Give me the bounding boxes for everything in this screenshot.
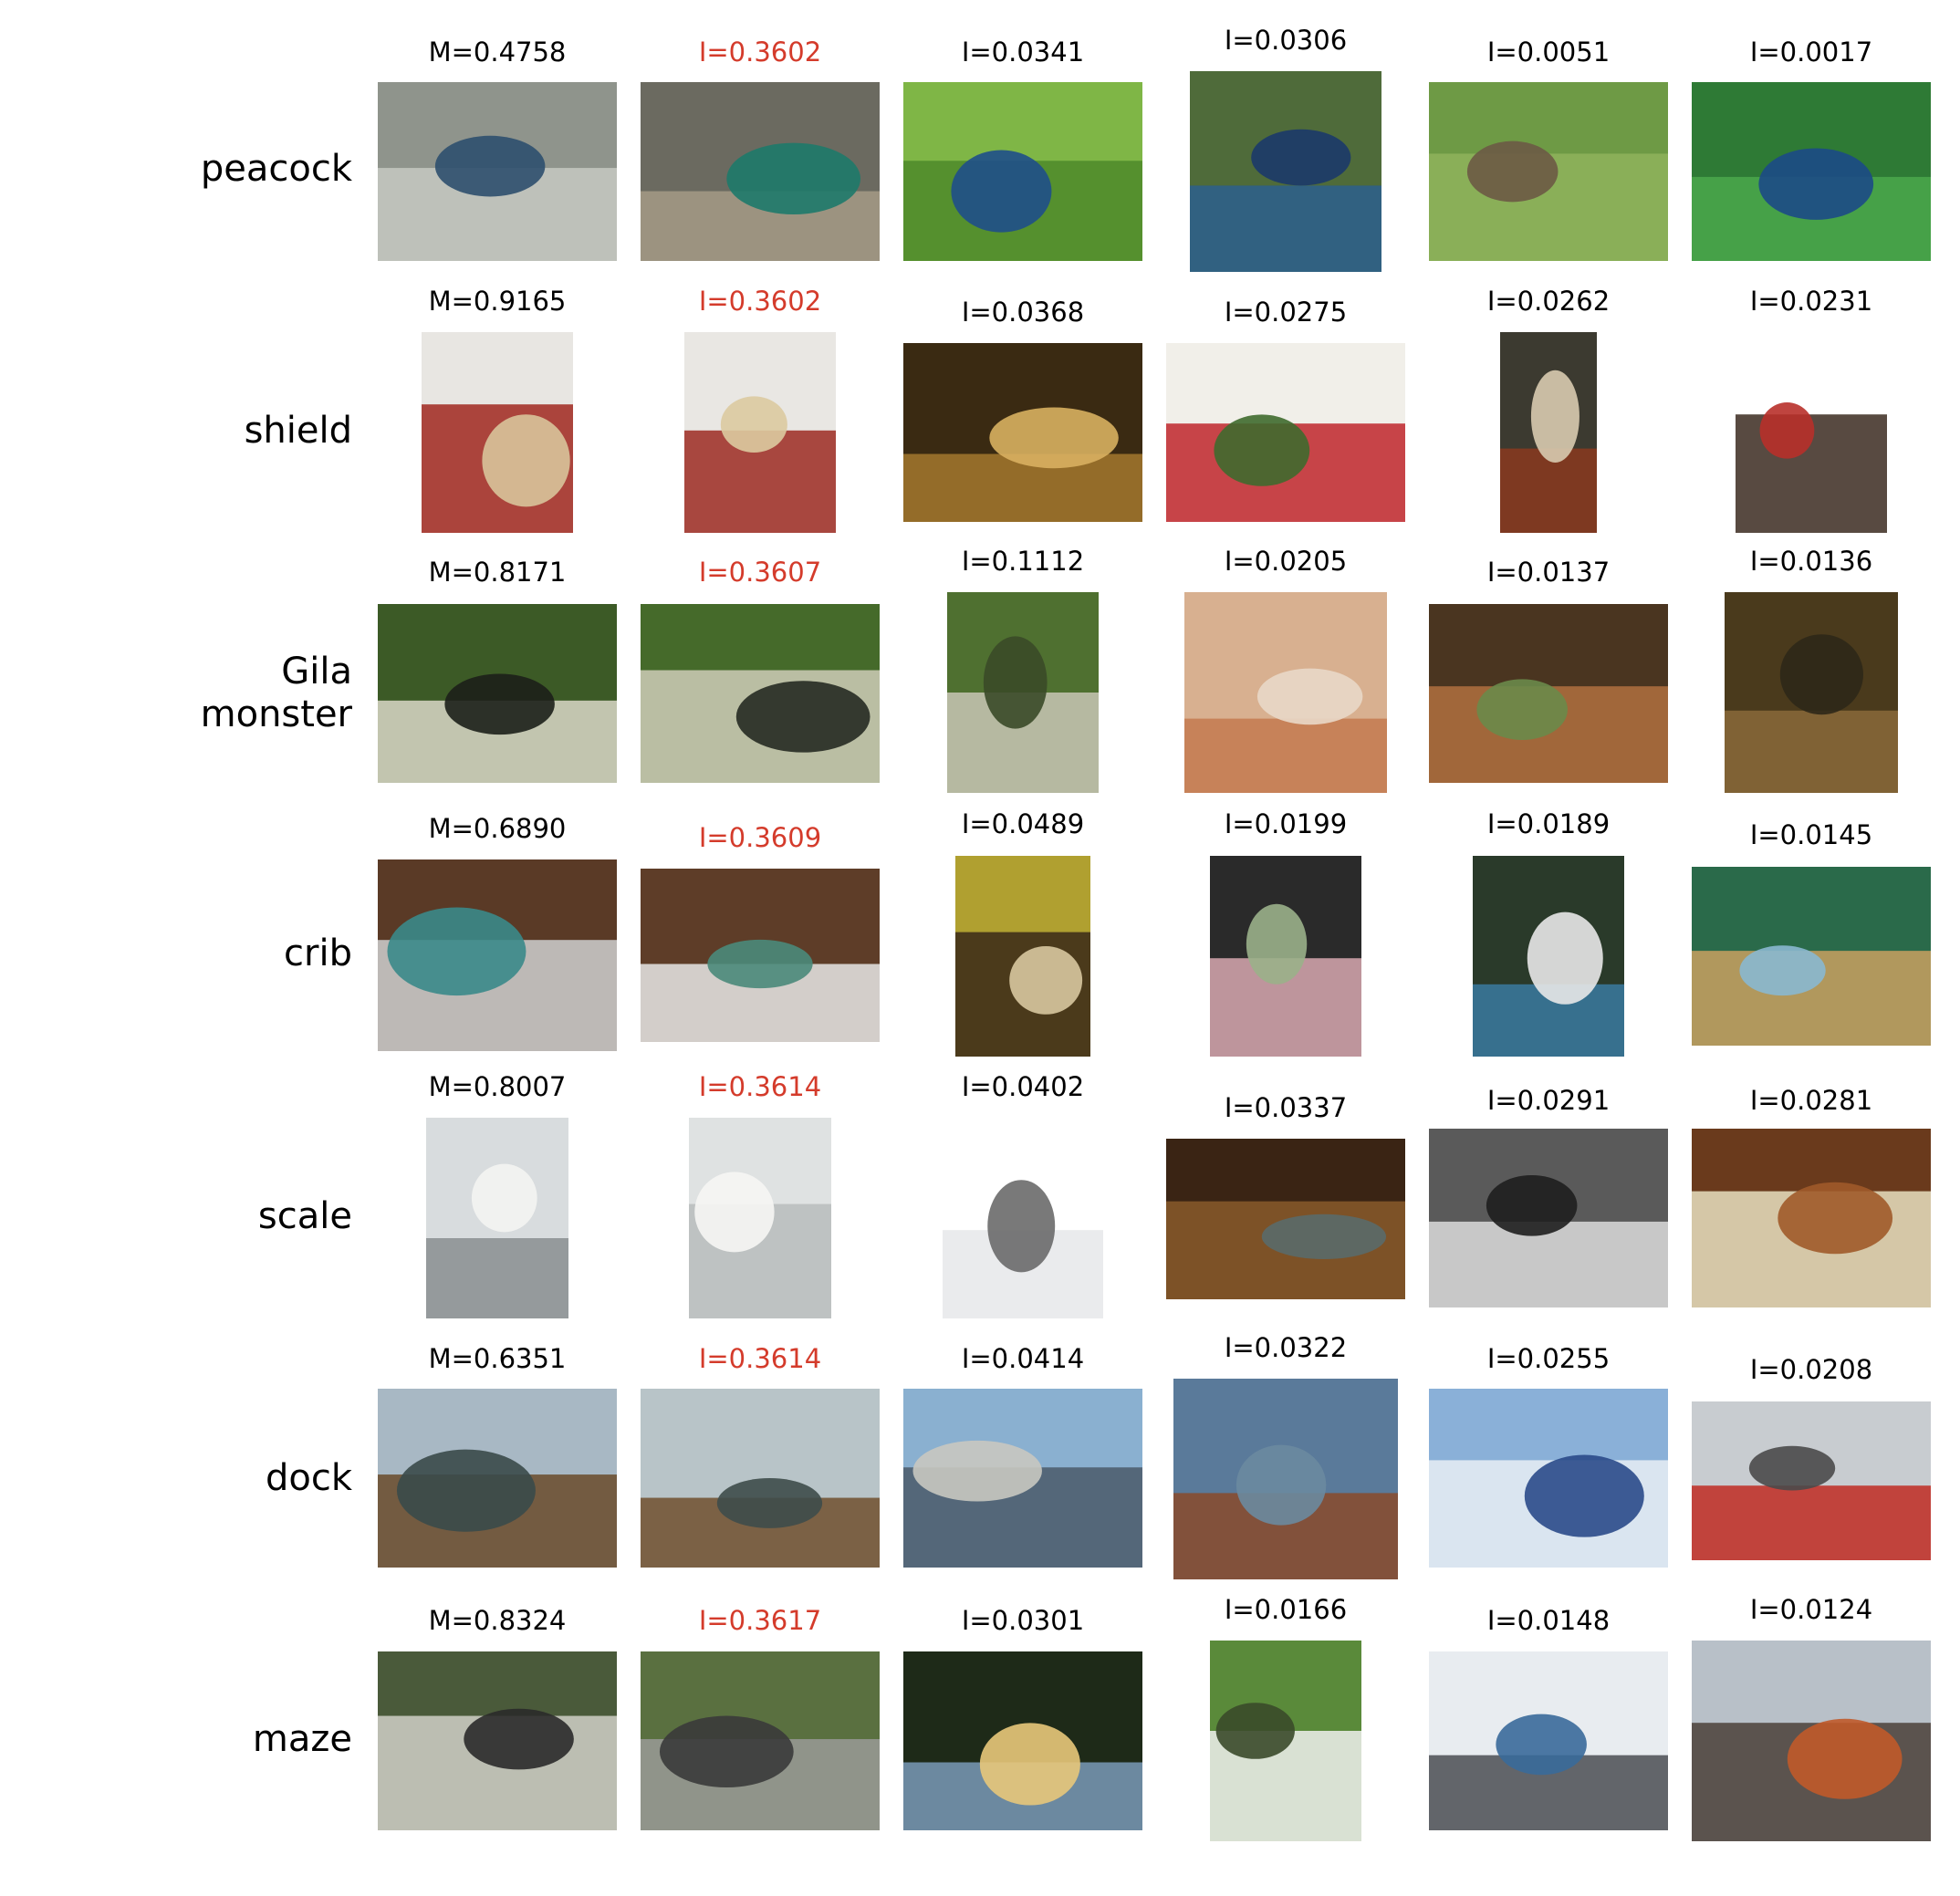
image-thumbnail — [1429, 82, 1668, 261]
image-thumbnail — [955, 856, 1090, 1057]
cell-score-caption: M=0.6351 — [428, 1343, 567, 1374]
image-thumbnail — [1429, 1129, 1668, 1307]
image-thumbnail — [426, 1118, 568, 1318]
row-label: maze — [252, 1717, 352, 1760]
image-thumbnail — [1692, 867, 1931, 1046]
image-thumbnail — [1725, 592, 1898, 793]
cell-score-caption: I=0.3607 — [698, 557, 822, 588]
image-thumbnail — [1429, 604, 1668, 783]
cell-score-caption: I=0.0199 — [1224, 808, 1348, 839]
cell-score-caption: I=0.0189 — [1486, 808, 1611, 839]
image-thumbnail — [1736, 332, 1887, 533]
cell-score-caption: I=0.0255 — [1486, 1343, 1611, 1374]
image-thumbnail — [903, 1389, 1142, 1568]
row-label: Gila monster — [200, 651, 352, 735]
cell-score-caption: I=0.0368 — [961, 297, 1085, 328]
cell-score-caption: I=0.0281 — [1749, 1085, 1873, 1116]
cell-score-caption: I=0.0262 — [1486, 286, 1611, 317]
image-thumbnail — [689, 1118, 831, 1318]
image-thumbnail — [943, 1118, 1103, 1318]
row-label: shield — [244, 409, 352, 452]
image-thumbnail — [641, 604, 880, 783]
cell-score-caption: I=0.3614 — [698, 1343, 822, 1374]
cell-score-caption: M=0.9165 — [428, 286, 567, 317]
cell-score-caption: M=0.8324 — [428, 1605, 567, 1636]
image-thumbnail — [684, 332, 836, 533]
cell-score-caption: M=0.6890 — [428, 813, 567, 844]
image-thumbnail — [1173, 1379, 1398, 1579]
image-thumbnail — [641, 1651, 880, 1830]
image-thumbnail — [1692, 82, 1931, 261]
image-thumbnail — [378, 1651, 617, 1830]
cell-score-caption: I=0.0124 — [1749, 1594, 1873, 1625]
cell-score-caption: I=0.1112 — [961, 546, 1085, 577]
cell-score-caption: I=0.3602 — [698, 286, 822, 317]
cell-score-caption: I=0.3617 — [698, 1605, 822, 1636]
cell-score-caption: I=0.0205 — [1224, 546, 1348, 577]
image-thumbnail — [422, 332, 573, 533]
image-thumbnail — [1210, 1641, 1361, 1841]
image-thumbnail — [1692, 1129, 1931, 1307]
image-thumbnail — [641, 869, 880, 1042]
row-label: scale — [257, 1194, 352, 1237]
cell-score-caption: I=0.0275 — [1224, 297, 1348, 328]
cell-score-caption: I=0.0137 — [1486, 557, 1611, 588]
cell-score-caption: M=0.4758 — [428, 36, 567, 68]
image-thumbnail — [378, 82, 617, 261]
cell-score-caption: I=0.0402 — [961, 1071, 1085, 1102]
cell-score-caption: I=0.3609 — [698, 822, 822, 853]
cell-score-caption: I=0.0148 — [1486, 1605, 1611, 1636]
cell-score-caption: I=0.0145 — [1749, 819, 1873, 850]
image-thumbnail — [1473, 856, 1624, 1057]
image-thumbnail — [378, 1389, 617, 1568]
cell-score-caption: I=0.0136 — [1749, 546, 1873, 577]
image-thumbnail — [1692, 1641, 1931, 1841]
row-label: dock — [265, 1456, 352, 1499]
cell-score-caption: I=0.0051 — [1486, 36, 1611, 68]
image-thumbnail — [903, 82, 1142, 261]
image-thumbnail — [947, 592, 1099, 793]
image-thumbnail — [1500, 332, 1597, 533]
image-thumbnail — [1166, 343, 1405, 522]
cell-score-caption: I=0.0301 — [961, 1605, 1085, 1636]
image-thumbnail — [378, 604, 617, 783]
image-thumbnail — [903, 343, 1142, 522]
cell-score-caption: M=0.8171 — [428, 557, 567, 588]
cell-score-caption: I=0.3614 — [698, 1071, 822, 1102]
cell-score-caption: I=0.0306 — [1224, 25, 1348, 56]
image-thumbnail — [1429, 1651, 1668, 1830]
image-thumbnail — [641, 1389, 880, 1568]
row-label: crib — [284, 932, 352, 974]
cell-score-caption: I=0.0322 — [1224, 1332, 1348, 1363]
cell-score-caption: I=0.0291 — [1486, 1085, 1611, 1116]
cell-score-caption: I=0.3602 — [698, 36, 822, 68]
cell-score-caption: I=0.0337 — [1224, 1092, 1348, 1123]
cell-score-caption: I=0.0341 — [961, 36, 1085, 68]
image-thumbnail — [378, 859, 617, 1051]
cell-score-caption: M=0.8007 — [428, 1071, 567, 1102]
image-thumbnail — [1429, 1389, 1668, 1568]
cell-score-caption: I=0.0414 — [961, 1343, 1085, 1374]
row-label: peacock — [200, 147, 352, 190]
image-thumbnail — [1184, 592, 1387, 793]
image-thumbnail — [1190, 71, 1381, 272]
image-thumbnail — [1166, 1139, 1405, 1299]
image-thumbnail — [1210, 856, 1361, 1057]
image-thumbnail — [1692, 1401, 1931, 1560]
cell-score-caption: I=0.0017 — [1749, 36, 1873, 68]
cell-score-caption: I=0.0231 — [1749, 286, 1873, 317]
cell-score-caption: I=0.0208 — [1749, 1354, 1873, 1385]
cell-score-caption: I=0.0489 — [961, 808, 1085, 839]
image-thumbnail — [641, 82, 880, 261]
image-thumbnail — [903, 1651, 1142, 1830]
cell-score-caption: I=0.0166 — [1224, 1594, 1348, 1625]
